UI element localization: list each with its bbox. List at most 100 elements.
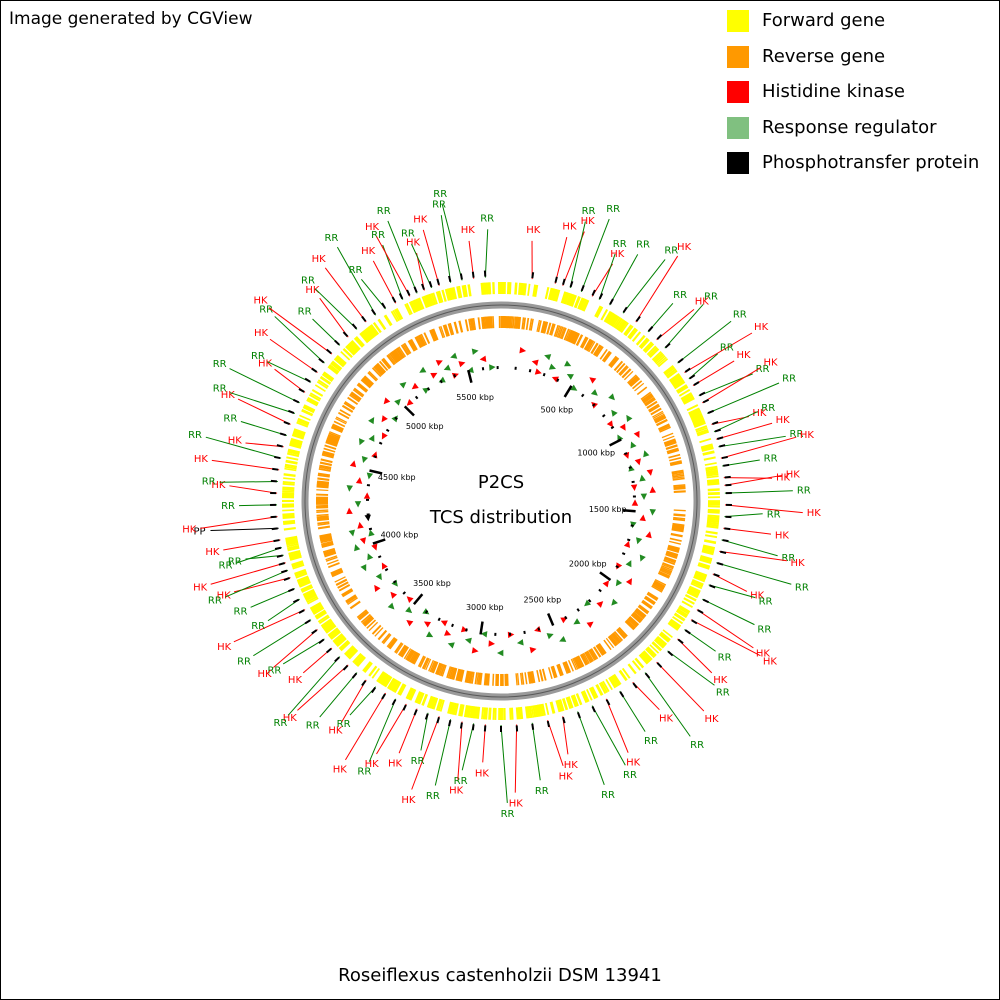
forward-gene-mark <box>306 398 318 407</box>
scale-tick-minor <box>581 393 585 398</box>
feature-tick <box>283 577 290 581</box>
forward-gene-mark <box>706 519 720 523</box>
forward-gene-mark <box>294 568 307 576</box>
reverse-gene-mark <box>642 599 653 608</box>
feature-connector <box>702 598 755 626</box>
feature-tick <box>569 280 574 288</box>
feature-label: HK <box>205 547 220 558</box>
feature-marker <box>548 363 556 370</box>
reverse-gene-mark <box>348 394 360 403</box>
feature-marker <box>348 529 355 537</box>
forward-gene-mark <box>690 412 703 420</box>
feature-marker <box>371 543 378 551</box>
scale-tick-minor <box>587 599 592 603</box>
feature-label: HK <box>626 758 641 769</box>
forward-gene-mark <box>414 691 422 703</box>
feature-marker <box>611 598 618 606</box>
feature-tick <box>370 308 377 316</box>
reverse-gene-mark <box>410 338 418 351</box>
forward-gene-mark <box>298 580 311 588</box>
feature-connector <box>664 304 704 349</box>
forward-gene-mark <box>371 667 381 679</box>
feature-connector <box>724 490 793 494</box>
forward-gene-mark <box>544 702 550 715</box>
forward-gene-mark <box>613 316 621 328</box>
reverse-gene-mark <box>317 521 330 525</box>
feature-label: HK <box>258 669 273 680</box>
feature-tick <box>283 421 290 425</box>
forward-gene-mark <box>635 334 646 346</box>
forward-gene-mark <box>360 331 371 342</box>
feature-label: HK <box>807 508 822 519</box>
forward-gene-mark <box>682 395 695 404</box>
reverse-gene-mark <box>516 316 520 329</box>
feature-tick <box>713 573 720 578</box>
feature-marker <box>346 485 354 492</box>
reverse-gene-mark <box>565 329 571 341</box>
reverse-gene-mark <box>361 377 372 387</box>
reverse-gene-mark <box>585 339 593 351</box>
reverse-gene-mark <box>667 547 680 553</box>
feature-marker <box>375 573 382 581</box>
forward-gene-mark <box>582 299 590 312</box>
reverse-gene-mark <box>664 556 677 563</box>
feature-tick <box>318 357 325 364</box>
feature-connector <box>236 547 283 564</box>
forward-gene-mark <box>287 546 300 552</box>
forward-gene-mark <box>288 549 301 556</box>
reverse-gene-mark <box>362 615 372 625</box>
reverse-gene-mark <box>541 668 547 681</box>
feature-label: RR <box>704 292 718 303</box>
forward-gene-mark <box>317 379 329 388</box>
feature-marker <box>534 626 542 633</box>
reverse-gene-mark <box>490 316 493 329</box>
feature-connector <box>372 260 397 304</box>
feature-marker <box>430 372 438 379</box>
reverse-gene-mark <box>374 627 384 637</box>
reverse-gene-mark <box>607 635 618 647</box>
reverse-gene-mark <box>594 345 603 357</box>
feature-tick <box>693 381 700 386</box>
forward-gene-mark <box>572 694 579 707</box>
backbone-ring-inner <box>304 304 698 698</box>
feature-label: RR <box>664 245 678 256</box>
feature-marker <box>360 564 367 572</box>
scale-tick-minor <box>628 466 632 469</box>
reverse-gene-mark <box>652 412 664 419</box>
reverse-gene-mark <box>320 539 333 544</box>
feature-marker <box>435 360 443 367</box>
reverse-gene-mark <box>510 316 514 329</box>
feature-label: HK <box>752 408 767 419</box>
reverse-gene-mark <box>658 423 670 431</box>
feature-marker <box>639 474 646 482</box>
scale-tick-minor <box>392 580 397 584</box>
feature-marker <box>559 635 567 642</box>
scale-label: 1500 kbp <box>589 505 627 514</box>
forward-gene-mark <box>614 317 623 329</box>
feature-label: RR <box>433 189 447 200</box>
reverse-gene-mark <box>419 656 427 668</box>
forward-gene-mark <box>448 702 454 715</box>
forward-gene-mark <box>514 282 518 295</box>
reverse-gene-mark <box>407 650 416 662</box>
reverse-gene-mark <box>640 391 652 400</box>
reverse-gene-mark <box>316 509 329 512</box>
feature-tick <box>684 367 691 373</box>
feature-connector <box>319 297 349 338</box>
forward-gene-mark <box>568 294 576 307</box>
reverse-gene-mark <box>641 392 653 402</box>
reverse-gene-mark <box>320 540 333 545</box>
reverse-gene-mark <box>474 672 478 685</box>
forward-gene-mark <box>611 674 620 687</box>
reverse-gene-mark <box>476 672 480 685</box>
forward-gene-mark <box>627 663 637 675</box>
feature-connector <box>440 215 452 283</box>
forward-gene-mark <box>701 444 714 451</box>
feature-marker <box>368 434 375 442</box>
reverse-gene-mark <box>318 467 331 472</box>
reverse-gene-mark <box>634 608 646 619</box>
reverse-gene-mark <box>671 525 685 530</box>
scale-tick-major <box>479 621 484 635</box>
forward-gene-mark <box>421 296 428 309</box>
